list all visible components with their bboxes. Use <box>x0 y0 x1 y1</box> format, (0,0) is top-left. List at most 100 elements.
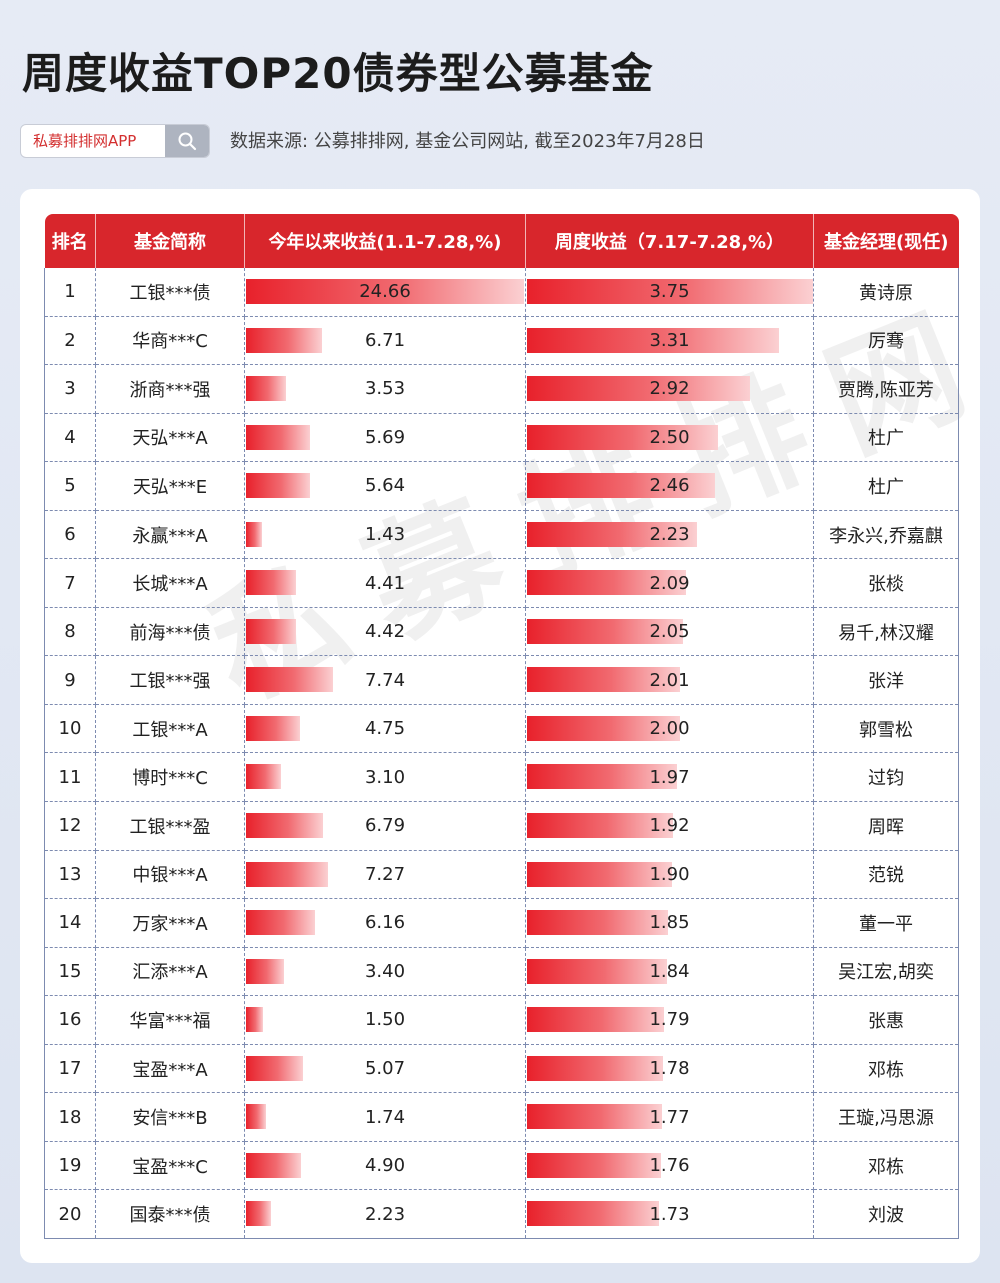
manager-cell: 张棪 <box>813 558 959 608</box>
ytd-return-value: 4.75 <box>364 718 406 740</box>
weekly-return-cell: 2.05 <box>525 607 814 657</box>
weekly-return-value: 1.97 <box>649 766 690 788</box>
weekly-return-value: 1.92 <box>649 815 690 837</box>
weekly-return-cell: 2.92 <box>525 364 814 414</box>
weekly-return-value: 2.92 <box>649 378 690 400</box>
fund-name-cell: 安信***B <box>95 1092 245 1142</box>
ytd-return-cell: 5.69 <box>244 413 526 463</box>
weekly-return-bar <box>527 1201 659 1227</box>
weekly-return-cell: 1.84 <box>525 947 814 997</box>
table-row: 11 博时***C 3.10 1.97 过钧 <box>44 752 959 803</box>
table-row: 17 宝盈***A 5.07 1.78 邓栋 <box>44 1044 959 1094</box>
weekly-return-value: 3.75 <box>649 281 690 303</box>
ytd-return-bar <box>246 570 296 596</box>
search-icon[interactable] <box>165 125 209 157</box>
manager-cell: 张惠 <box>813 995 959 1045</box>
table-row: 2 华商***C 6.71 3.31 厉骞 <box>44 316 959 366</box>
manager-cell: 董一平 <box>813 898 959 948</box>
weekly-return-bar <box>527 861 672 887</box>
ytd-return-bar <box>246 910 316 936</box>
weekly-return-value: 1.85 <box>649 912 690 934</box>
ytd-return-bar <box>246 521 263 547</box>
weekly-return-cell: 1.76 <box>525 1141 814 1191</box>
data-source-note: 数据来源: 公募排排网, 基金公司网站, 截至2023年7月28日 <box>230 131 705 152</box>
manager-cell: 易千,林汉耀 <box>813 607 959 657</box>
ytd-return-cell: 3.53 <box>244 364 526 414</box>
fund-name-cell: 前海***债 <box>95 607 245 657</box>
fund-name-cell: 万家***A <box>95 898 245 948</box>
ytd-return-cell: 4.42 <box>244 607 526 657</box>
table-row: 3 浙商***强 3.53 2.92 贾腾,陈亚芳 <box>44 364 959 414</box>
fund-name-cell: 长城***A <box>95 558 245 608</box>
fund-name-cell: 国泰***债 <box>95 1189 245 1239</box>
col-header-ytd-return: 今年以来收益(1.1-7.28,%) <box>244 214 526 268</box>
rank-cell: 12 <box>44 801 96 851</box>
rank-cell: 10 <box>44 704 96 754</box>
table-row: 7 长城***A 4.41 2.09 张棪 <box>44 558 959 608</box>
weekly-return-bar <box>527 1055 663 1081</box>
weekly-return-cell: 3.75 <box>525 268 814 317</box>
ytd-return-cell: 1.43 <box>244 510 526 560</box>
table-row: 15 汇添***A 3.40 1.84 吴江宏,胡奕 <box>44 947 959 997</box>
ytd-return-cell: 3.10 <box>244 752 526 803</box>
ytd-return-value: 3.53 <box>364 378 406 400</box>
ytd-return-value: 5.64 <box>364 475 406 497</box>
weekly-return-cell: 2.01 <box>525 655 814 705</box>
ytd-return-cell: 3.40 <box>244 947 526 997</box>
weekly-return-value: 2.09 <box>649 572 690 594</box>
ytd-return-value: 6.16 <box>364 912 406 934</box>
col-header-fund-name: 基金简称 <box>95 214 245 268</box>
ytd-return-bar <box>246 813 323 839</box>
table-row: 14 万家***A 6.16 1.85 董一平 <box>44 898 959 948</box>
page-title: 周度收益TOP20债券型公募基金 <box>22 49 654 98</box>
ytd-return-bar <box>246 279 524 304</box>
weekly-return-cell: 2.23 <box>525 510 814 560</box>
table-row: 6 永赢***A 1.43 2.23 李永兴,乔嘉麒 <box>44 510 959 560</box>
col-header-manager: 基金经理(现任) <box>813 214 959 268</box>
ytd-return-cell: 6.16 <box>244 898 526 948</box>
fund-name-cell: 宝盈***A <box>95 1044 245 1094</box>
rank-cell: 18 <box>44 1092 96 1142</box>
ytd-return-bar <box>246 618 296 644</box>
rank-cell: 2 <box>44 316 96 366</box>
rank-cell: 5 <box>44 461 96 511</box>
ytd-return-value: 1.43 <box>364 524 406 545</box>
rank-cell: 7 <box>44 558 96 608</box>
ytd-return-bar <box>246 473 310 499</box>
weekly-return-cell: 1.73 <box>525 1189 814 1239</box>
ytd-return-bar <box>246 958 285 984</box>
rank-cell: 6 <box>44 510 96 560</box>
table-row: 9 工银***强 7.74 2.01 张洋 <box>44 655 959 705</box>
rank-cell: 3 <box>44 364 96 414</box>
rank-cell: 8 <box>44 607 96 657</box>
ytd-return-cell: 1.74 <box>244 1092 526 1142</box>
ytd-return-value: 1.50 <box>364 1009 406 1031</box>
weekly-return-bar <box>527 570 687 596</box>
ytd-return-cell: 7.74 <box>244 655 526 705</box>
weekly-return-bar <box>527 764 678 790</box>
fund-name-cell: 永赢***A <box>95 510 245 560</box>
ytd-return-value: 2.23 <box>364 1203 406 1225</box>
ranking-table: 排名 基金简称 今年以来收益(1.1-7.28,%) 周度收益（7.17-7.2… <box>44 214 959 1239</box>
weekly-return-cell: 1.85 <box>525 898 814 948</box>
ytd-return-bar <box>246 424 311 450</box>
ytd-return-cell: 2.23 <box>244 1189 526 1239</box>
fund-name-cell: 天弘***E <box>95 461 245 511</box>
weekly-return-bar <box>527 618 684 644</box>
weekly-return-value: 1.73 <box>649 1203 690 1225</box>
weekly-return-cell: 1.97 <box>525 752 814 803</box>
weekly-return-bar <box>527 327 780 353</box>
col-header-rank: 排名 <box>44 214 96 268</box>
weekly-return-bar <box>527 279 813 304</box>
ytd-return-cell: 4.41 <box>244 558 526 608</box>
brand-search-box[interactable]: 私募排排网APP <box>20 124 210 158</box>
weekly-return-bar <box>527 376 750 402</box>
ytd-return-bar <box>246 376 286 402</box>
brand-name: 私募排排网APP <box>33 132 137 150</box>
manager-cell: 李永兴,乔嘉麒 <box>813 510 959 560</box>
table-row: 4 天弘***A 5.69 2.50 杜广 <box>44 413 959 463</box>
weekly-return-value: 2.05 <box>649 621 690 643</box>
rank-cell: 11 <box>44 752 96 803</box>
weekly-return-value: 2.01 <box>649 669 690 691</box>
fund-name-cell: 华富***福 <box>95 995 245 1045</box>
